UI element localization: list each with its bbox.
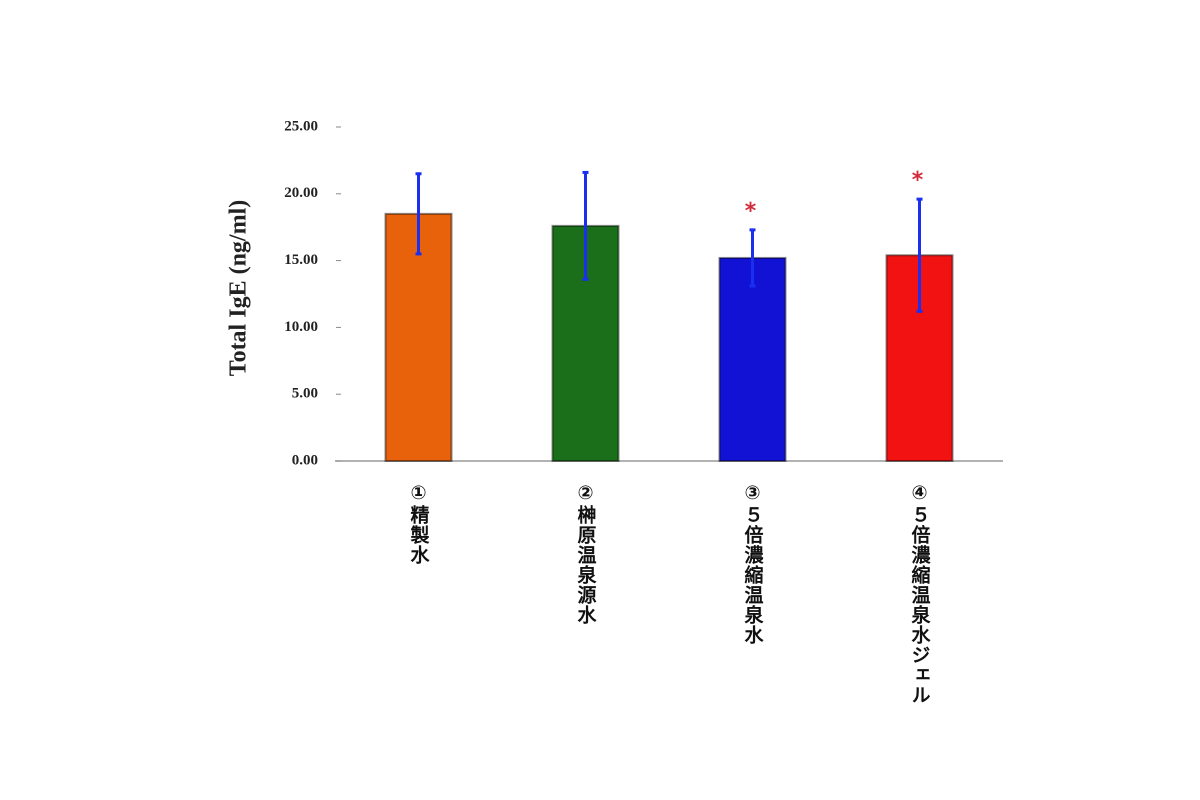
y-axis-label: Total IgE (ng/ml) — [226, 200, 252, 376]
y-tick-label: 5.00 — [292, 386, 318, 402]
y-tick-label: 20.00 — [284, 185, 318, 201]
x-tick-label: ③５倍濃縮温泉水 — [742, 482, 765, 645]
significance-mark: * — [745, 199, 757, 224]
y-tick-label: 10.00 — [284, 319, 318, 335]
x-tick-label: ②榊原温泉源水 — [575, 482, 598, 625]
y-tick-label: 25.00 — [284, 118, 318, 134]
bar — [885, 254, 954, 462]
x-tick-label: ④５倍濃縮温泉水ジェル — [909, 482, 932, 705]
bar — [718, 256, 787, 463]
y-tick-label: 15.00 — [284, 252, 318, 268]
significance-mark: * — [912, 168, 924, 193]
y-tick-label: 0.00 — [292, 452, 318, 468]
x-tick-label: ①精製水 — [408, 482, 431, 565]
